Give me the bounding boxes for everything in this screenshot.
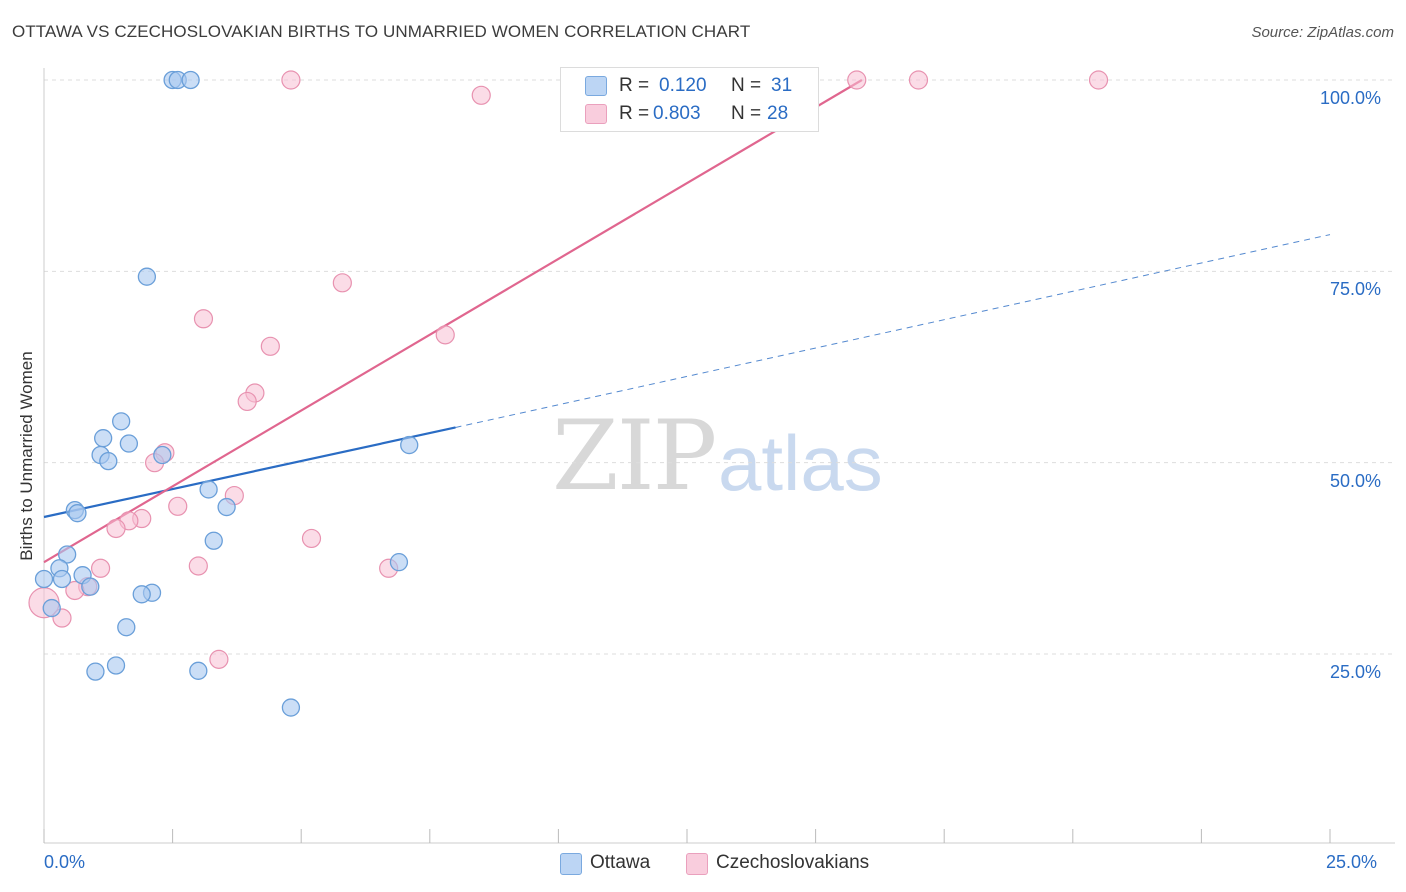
legend-r-value: 0.120: [659, 75, 707, 96]
ottawa-point: [400, 435, 419, 455]
ottawa-point: [137, 267, 157, 286]
y-tick-label-75: 75.0%: [1330, 279, 1382, 300]
watermark-zip: ZIP: [552, 400, 717, 512]
czech-point: [908, 70, 929, 90]
ottawa-point: [81, 577, 100, 596]
ottawa-point: [199, 480, 218, 499]
ottawa-trend-extension: [455, 234, 1331, 428]
ottawa-trend-line: [43, 426, 456, 519]
ottawa-point: [94, 429, 113, 448]
legend: R = 0.120 N = 31 R = 0.803 N = 28: [560, 67, 819, 132]
czech-point: [1088, 70, 1109, 90]
czech-point: [471, 85, 491, 105]
legend-swatch-ottawa: [585, 76, 607, 96]
legend-n-value: 31: [771, 75, 793, 96]
czech-point: [435, 325, 455, 345]
legend-n-label: N =: [731, 103, 762, 124]
x-tick-label-min: 0.0%: [44, 852, 86, 872]
legend-r-label: R =: [619, 103, 650, 124]
legend-r-label: R =: [619, 75, 650, 96]
ottawa-point: [217, 497, 236, 517]
ottawa-point: [153, 445, 172, 465]
ottawa-point: [204, 531, 223, 550]
y-tick-label-50: 50.0%: [1330, 470, 1382, 491]
ottawa-point: [281, 698, 301, 717]
legend-swatch-czech: [585, 104, 607, 124]
ottawa-point: [389, 553, 409, 572]
bottom-legend-swatch-czech: [686, 853, 708, 875]
source-label: Source: ZipAtlas.com: [1251, 24, 1394, 41]
legend-n-label: N =: [731, 75, 762, 96]
gridlines: [44, 79, 1395, 655]
czech-point: [847, 70, 867, 90]
czech-point: [193, 309, 214, 329]
czech-points: [28, 70, 1109, 669]
ottawa-points: [34, 70, 419, 717]
x-tick-label-max: 25.0%: [1326, 852, 1378, 872]
czech-point: [90, 558, 111, 578]
ottawa-point: [189, 661, 208, 680]
czech-point: [209, 649, 229, 669]
ottawa-point: [68, 504, 87, 523]
czech-trend-line: [43, 79, 863, 564]
czech-point: [188, 556, 208, 576]
czech-point: [106, 518, 126, 539]
bottom-legend-label-czech: Czechoslovakians: [716, 852, 870, 873]
bottom-legend-swatch-ottawa: [560, 853, 582, 875]
legend-r-value: 0.803: [653, 103, 701, 124]
ottawa-point: [181, 70, 200, 90]
ottawa-point: [112, 412, 131, 431]
ottawa-point: [99, 451, 118, 471]
czech-point: [301, 528, 322, 549]
ottawa-point: [42, 598, 61, 618]
czech-point: [168, 496, 188, 516]
ottawa-point: [57, 545, 77, 564]
ottawa-point: [132, 585, 151, 604]
ottawa-point: [106, 656, 126, 675]
chart-title: OTTAWA VS CZECHOSLOVAKIAN BIRTHS TO UNMA…: [12, 22, 751, 41]
ottawa-point: [119, 434, 139, 453]
axes: [43, 68, 1395, 844]
ottawa-point: [34, 569, 54, 589]
legend-n-value: 28: [767, 103, 789, 124]
czech-point: [281, 70, 301, 90]
trend-lines: [43, 79, 1331, 564]
czech-point: [332, 273, 352, 293]
bottom-legend-label-ottawa: Ottawa: [590, 852, 651, 873]
ottawa-point: [117, 618, 136, 637]
ottawa-point: [52, 569, 72, 589]
czech-point: [260, 336, 280, 356]
y-tick-label-100: 100.0%: [1320, 88, 1382, 108]
czech-point: [237, 391, 257, 412]
y-tick-label-25: 25.0%: [1330, 662, 1382, 682]
ottawa-point: [86, 662, 105, 681]
